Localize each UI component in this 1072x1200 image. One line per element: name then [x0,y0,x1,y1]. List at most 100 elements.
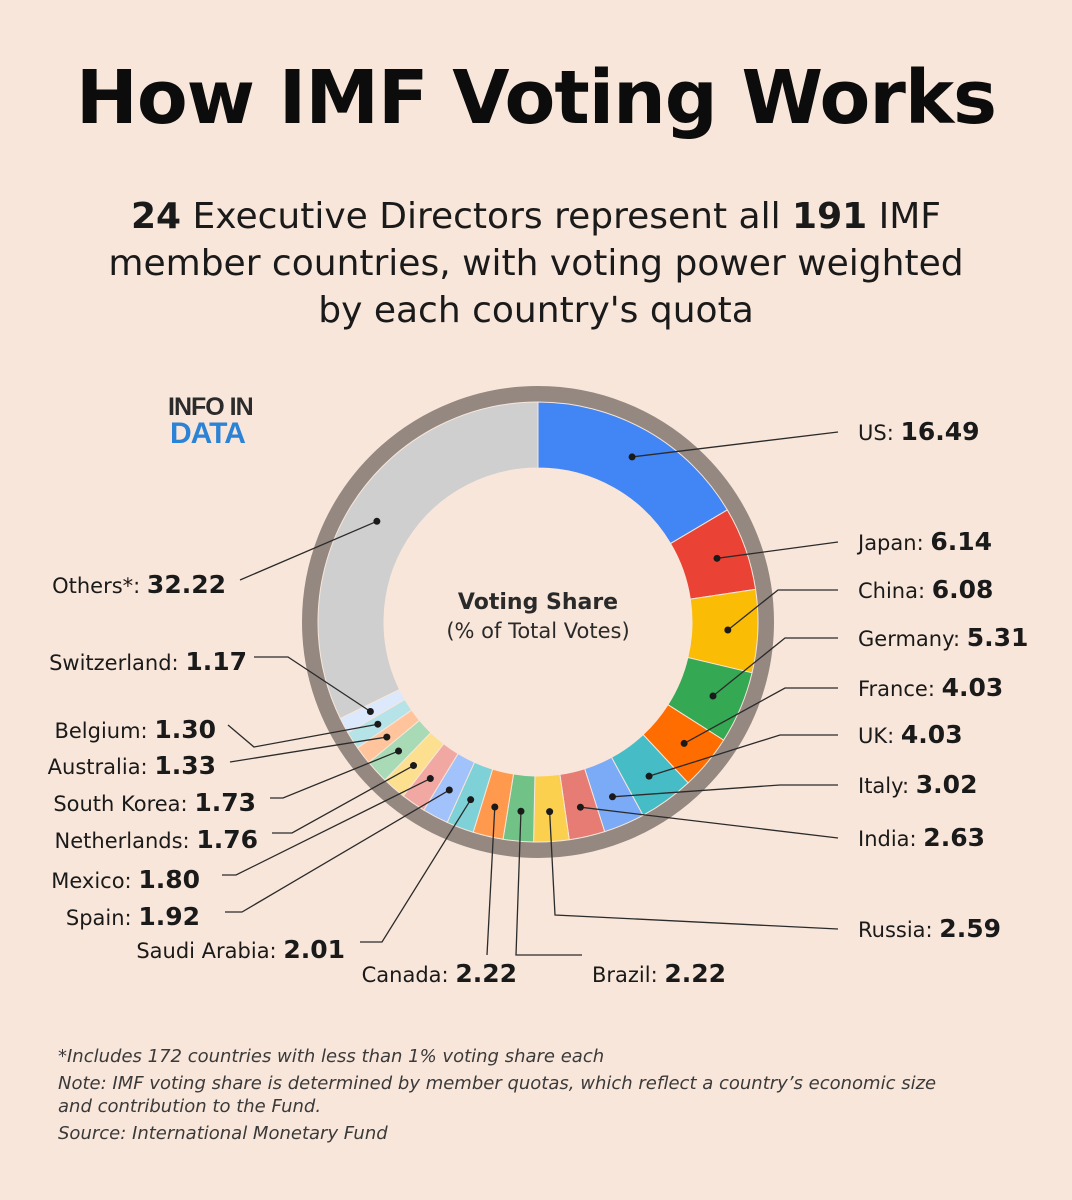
data-label-spain: Spain: 1.92 [66,902,200,931]
slice-us [537,401,728,545]
data-label-value-mexico: 1.80 [138,865,200,894]
label-dot-uk [645,772,653,780]
slice-others [317,401,539,720]
data-label-mexico: Mexico: 1.80 [51,865,200,894]
label-dot-canada [491,803,499,811]
leader-line-germany [712,637,838,697]
leader-line-japan [716,541,839,559]
data-label-value-switzerland: 1.17 [185,647,247,676]
data-label-italy: Italy: 3.02 [858,770,977,799]
data-label-brazil: Brazil: 2.22 [592,959,726,988]
leader-line-france [683,687,838,745]
data-label-value-india: 2.63 [923,823,985,852]
data-label-value-saudi-arabia: 2.01 [283,935,345,964]
data-label-value-us: 16.49 [900,417,979,446]
data-label-value-south-korea: 1.73 [194,788,256,817]
label-dot-mexico [426,775,434,783]
data-label-germany: Germany: 5.31 [858,623,1028,652]
leader-line-russia [548,811,839,930]
data-label-russia: Russia: 2.59 [858,914,1001,943]
label-dot-italy [608,793,616,801]
data-label-name-uk: UK: [858,724,901,748]
data-label-saudi-arabia: Saudi Arabia: 2.01 [136,935,345,964]
data-label-name-china: China: [858,579,932,603]
data-label-name-saudi-arabia: Saudi Arabia: [136,939,283,963]
data-label-value-australia: 1.33 [154,751,216,780]
data-label-value-china: 6.08 [932,575,994,604]
label-dot-brazil [517,807,525,815]
label-dot-netherlands [410,762,418,770]
footnote-others: *Includes 172 countries with less than 1… [58,1046,605,1067]
leader-line-others [239,520,378,581]
data-label-name-switzerland: Switzerland: [49,651,185,675]
data-label-france: France: 4.03 [858,673,1003,702]
data-label-name-india: India: [858,827,923,851]
subtitle-members-count: 191 [792,196,868,237]
data-label-value-italy: 3.02 [916,770,978,799]
label-dot-spain [445,786,453,794]
leader-line-netherlands [272,764,414,834]
data-label-value-netherlands: 1.76 [196,825,258,854]
data-label-netherlands: Netherlands: 1.76 [55,825,258,854]
label-dot-south-korea [395,747,403,755]
data-label-south-korea: South Korea: 1.73 [53,788,256,817]
label-dot-india [576,803,584,811]
data-label-name-canada: Canada: [362,963,456,987]
leader-line-china [727,589,838,631]
data-label-name-mexico: Mexico: [51,869,138,893]
leader-line-brazil [515,811,582,956]
label-dot-russia [546,808,554,816]
data-label-name-south-korea: South Korea: [53,792,194,816]
data-label-value-canada: 2.22 [455,959,517,988]
chart-center-subtitle: (% of Total Votes) [446,619,630,643]
label-dot-others [373,517,381,525]
label-dot-switzerland [366,707,374,715]
data-label-name-france: France: [858,677,942,701]
data-label-name-netherlands: Netherlands: [55,829,197,853]
data-label-uk: UK: 4.03 [858,720,963,749]
data-label-belgium: Belgium: 1.30 [54,715,216,744]
label-dot-germany [709,692,717,700]
data-label-others: Others*: 32.22 [52,570,226,599]
data-label-value-france: 4.03 [942,673,1004,702]
footnotes: *Includes 172 countries with less than 1… [58,1045,958,1149]
data-label-value-germany: 5.31 [967,623,1029,652]
data-label-value-uk: 4.03 [901,720,963,749]
leader-line-us [632,431,839,458]
brand-logo: INFO IN DATA [168,393,254,457]
chart-center-label: Voting Share (% of Total Votes) [418,590,658,643]
data-label-name-others: Others*: [52,574,147,598]
leader-line-spain [225,789,450,913]
data-label-value-belgium: 1.30 [154,715,216,744]
label-dot-france [680,739,688,747]
data-label-name-brazil: Brazil: [592,963,664,987]
data-label-value-japan: 6.14 [930,527,992,556]
data-label-us: US: 16.49 [858,417,980,446]
data-label-switzerland: Switzerland: 1.17 [49,647,247,676]
data-label-value-brazil: 2.22 [664,959,726,988]
leader-line-south-korea [270,750,399,799]
label-dot-belgium [374,720,382,728]
subtitle-text-2: IMF member countries, with voting power … [108,196,964,331]
label-dot-us [628,453,636,461]
data-label-name-italy: Italy: [858,774,916,798]
data-label-china: China: 6.08 [858,575,993,604]
leader-line-saudi-arabia [360,799,472,943]
logo-line-2: DATA [170,417,246,450]
data-label-canada: Canada: 2.22 [362,959,517,988]
data-label-name-australia: Australia: [48,755,155,779]
logo-line-1: INFO IN [168,393,254,421]
leader-line-australia [229,736,387,763]
data-label-australia: Australia: 1.33 [48,751,216,780]
data-label-name-japan: Japan: [856,531,930,555]
leader-line-belgium [227,723,378,748]
data-label-name-russia: Russia: [858,918,939,942]
data-label-name-spain: Spain: [66,906,138,930]
data-label-name-belgium: Belgium: [54,719,154,743]
data-label-name-germany: Germany: [858,627,967,651]
data-label-value-spain: 1.92 [138,902,200,931]
leader-line-switzerland [254,656,371,713]
page-title: How IMF Voting Works [75,55,997,141]
page-subtitle: 24 Executive Directors represent all 191… [86,193,986,334]
